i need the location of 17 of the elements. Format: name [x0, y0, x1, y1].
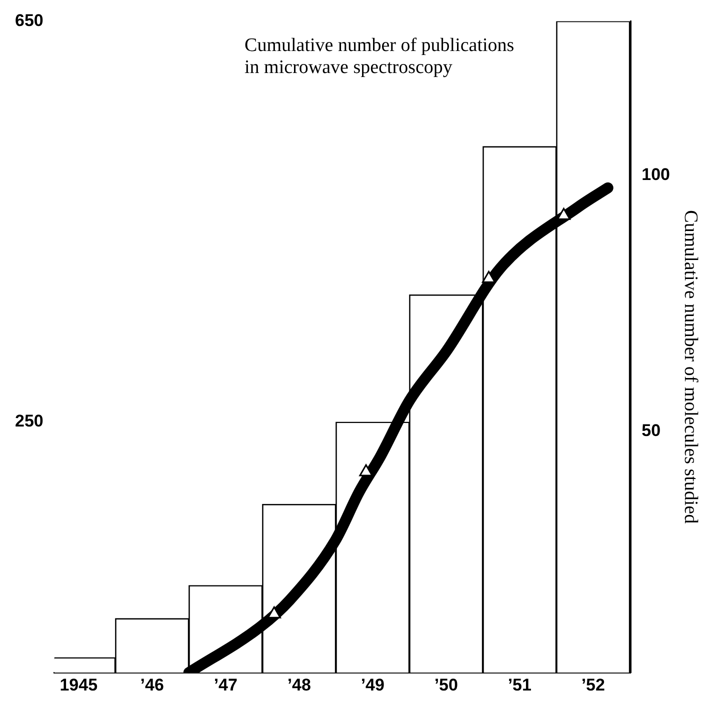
text: Cumulative number of publications in microwave spectroscopy [244, 35, 514, 78]
y2-tick-label: 50 [642, 421, 661, 440]
x-tick-label: ’46 [140, 675, 164, 694]
x-tick-label: ’49 [360, 675, 384, 694]
x-tick-label: ’47 [214, 675, 238, 694]
x-tick-label: 1945 [60, 675, 98, 694]
y2-tick-label: 100 [642, 164, 670, 184]
y-tick-label: 650 [14, 10, 44, 30]
point [267, 606, 281, 618]
x-tick-label: ’50 [434, 675, 458, 694]
x-tick-label: ’52 [581, 675, 605, 694]
y2-axis-title: Cumulative number of molecules studied [680, 210, 701, 524]
x-tick-label: ’51 [508, 675, 532, 694]
x-tick-label: ’48 [287, 675, 311, 694]
point [359, 464, 373, 476]
point [482, 270, 496, 283]
y-tick-label: 250 [14, 412, 44, 431]
